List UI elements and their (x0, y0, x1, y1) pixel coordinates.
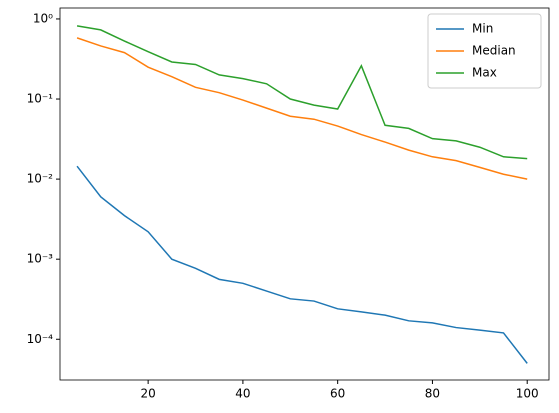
series-line (76, 25, 528, 160)
y-tick-label: 10⁰ (33, 11, 53, 25)
legend-label: Median (472, 44, 516, 58)
x-tick-label: 60 (330, 387, 345, 401)
series-line (76, 37, 528, 180)
x-tick-label: 20 (140, 387, 155, 401)
legend-box (427, 13, 542, 89)
legend-label: Min (472, 22, 493, 36)
y-tick-label: 10⁻² (27, 172, 54, 186)
x-tick-label: 40 (235, 387, 250, 401)
plot-frame (59, 7, 550, 381)
y-tick-label: 10⁻⁴ (27, 332, 54, 346)
series-line (76, 165, 528, 364)
x-tick-label: 100 (516, 387, 539, 401)
y-tick-label: 10⁻³ (27, 252, 54, 266)
x-tick-label: 80 (425, 387, 440, 401)
y-tick-label: 10⁻¹ (27, 92, 54, 106)
legend-label: Max (472, 66, 497, 80)
